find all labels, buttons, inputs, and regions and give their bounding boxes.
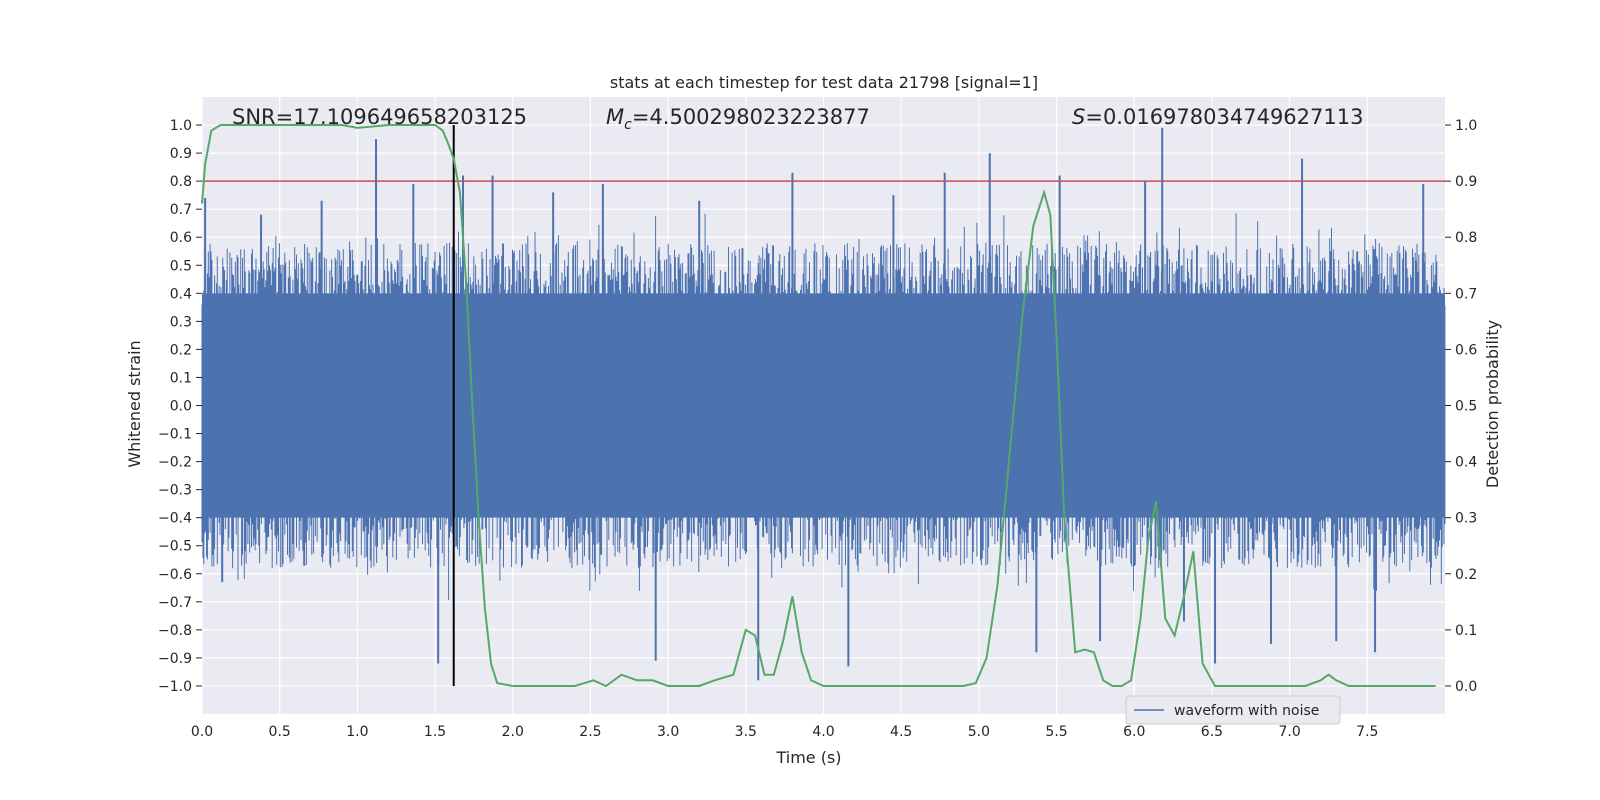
x-tick-label: 1.5 (424, 724, 446, 740)
y2-tick-label: 0.2 (1455, 567, 1477, 583)
y-tick-label: 0.2 (170, 342, 192, 358)
y-tick-label: 0.7 (170, 202, 192, 218)
y2-tick-label: 0.5 (1455, 399, 1477, 415)
y2-tick-label: 0.9 (1455, 174, 1477, 190)
y-tick-label: 0.6 (170, 230, 192, 246)
y-tick-label: −0.9 (158, 651, 192, 667)
y-tick-label: −0.5 (158, 539, 192, 555)
x-tick-label: 7.5 (1356, 724, 1378, 740)
y-tick-label: 0.8 (170, 174, 192, 190)
y-tick-label: 1.0 (170, 118, 192, 134)
y-tick-label: −0.7 (158, 595, 192, 611)
y-tick-label: 0.5 (170, 258, 192, 274)
x-tick-label: 2.0 (502, 724, 524, 740)
x-tick-label: 2.5 (579, 724, 601, 740)
legend-label-waveform: waveform with noise (1174, 703, 1319, 719)
y2-tick-label: 0.4 (1455, 455, 1477, 471)
x-tick-label: 4.0 (812, 724, 834, 740)
y2-tick-label: 0.3 (1455, 511, 1477, 527)
x-tick-label: 6.0 (1123, 724, 1145, 740)
x-tick-label: 4.5 (890, 724, 912, 740)
y2-tick-label: 0.0 (1455, 679, 1477, 695)
legend: waveform with noise (1125, 695, 1341, 725)
x-tick-label: 1.0 (346, 724, 368, 740)
chirp-mass-annotation: Mc=4.500298023223877 (606, 105, 870, 133)
y-tick-label: −0.2 (158, 455, 192, 471)
y-tick-label: −1.0 (158, 679, 192, 695)
x-axis-title: Time (s) (775, 748, 841, 767)
legend-box (1125, 695, 1341, 725)
chart-title: stats at each timestep for test data 217… (610, 73, 1038, 92)
x-tick-label: 5.0 (968, 724, 990, 740)
x-tick-label: 7.0 (1278, 724, 1300, 740)
waveform-trace (201, 213, 1446, 600)
x-tick-label: 5.5 (1045, 724, 1067, 740)
x-tick-label: 6.5 (1201, 724, 1223, 740)
y-tick-label: −0.4 (158, 511, 192, 527)
y-tick-label: −0.6 (158, 567, 192, 583)
y2-tick-label: 1.0 (1455, 118, 1477, 134)
y2-axis-title: Detection probability (1483, 320, 1502, 488)
waveform-with-noise-series (201, 127, 1446, 681)
x-axis-ticks: 0.0 0.5 1.0 1.5 2.0 2.5 3.0 3.5 4.0 4.5 5.0 5.5 6.0 6… (191, 724, 1379, 740)
x-tick-label: 3.0 (657, 724, 679, 740)
y-tick-label: 0.3 (170, 314, 192, 330)
y-tick-label: 0.9 (170, 146, 192, 162)
s-annotation: S=0.016978034749627113 (1072, 105, 1363, 129)
x-tick-label: 0.0 (191, 724, 213, 740)
y2-tick-label: 0.7 (1455, 286, 1477, 302)
snr-annotation: SNR=17.109649658203125 (232, 105, 527, 129)
detection-probability-series (201, 124, 1436, 688)
x-tick-label: 3.5 (735, 724, 757, 740)
left-y-axis-ticks: −1.0 −0.9 −0.8 −0.7 −0.6 −0.5 −0.4 −0.3 −0.2 −0.1… (158, 118, 202, 695)
y-tick-label: −0.1 (158, 427, 192, 443)
right-y-axis-ticks: 0.0 0.1 0.2 0.3 0.4 0.5 0.6 0.7 0.8 0.9 1.0 (1445, 118, 1477, 695)
y2-tick-label: 0.6 (1455, 342, 1477, 358)
y-tick-label: 0.1 (170, 370, 192, 386)
y2-tick-label: 0.1 (1455, 623, 1477, 639)
y2-tick-label: 0.8 (1455, 230, 1477, 246)
x-tick-label: 0.5 (269, 724, 291, 740)
y-axis-title: Whitened strain (125, 340, 144, 467)
y-tick-label: −0.3 (158, 483, 192, 499)
y-tick-label: 0.4 (170, 286, 192, 302)
y-tick-label: −0.8 (158, 623, 192, 639)
y-tick-label: 0.0 (170, 399, 192, 415)
